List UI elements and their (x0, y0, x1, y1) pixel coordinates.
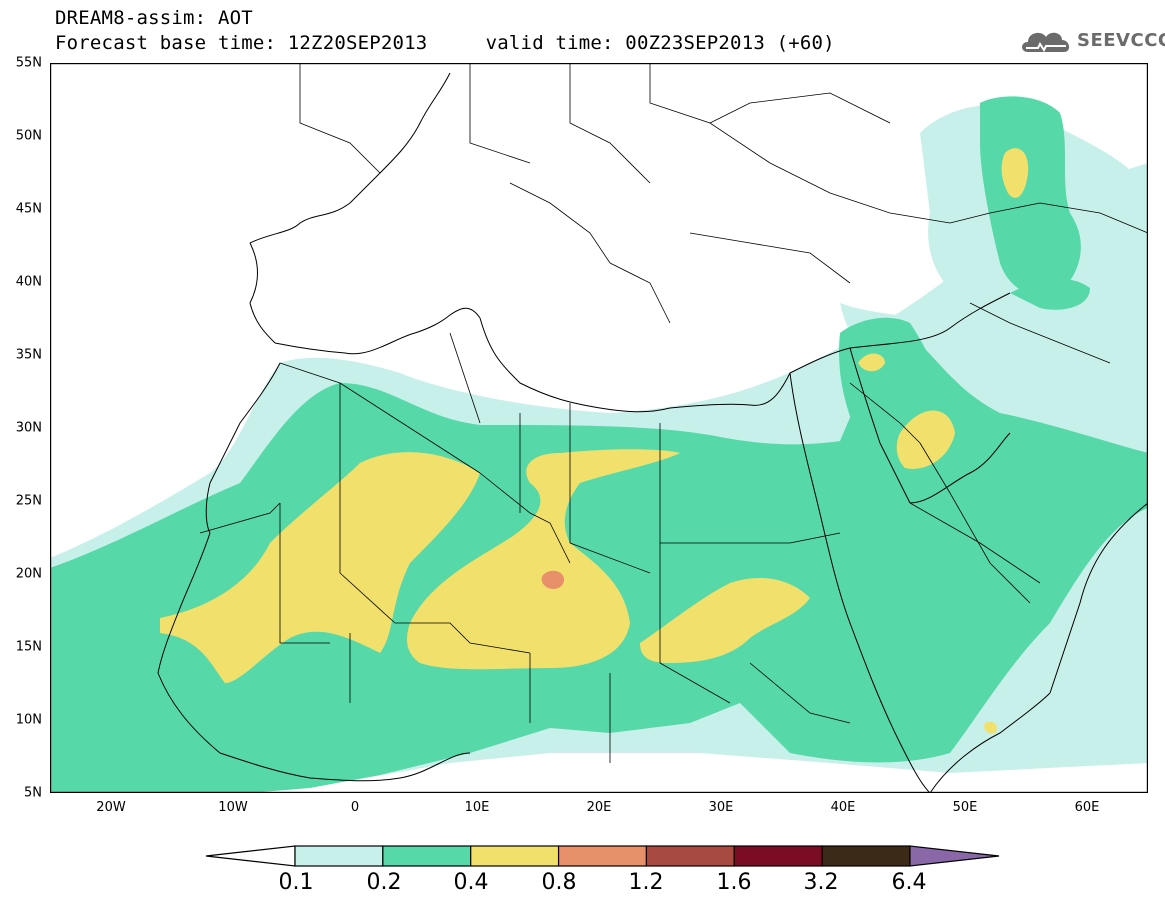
y-tick-label: 25N (15, 493, 42, 509)
forecast-time-line: Forecast base time: 12Z20SEP2013 valid t… (55, 32, 835, 54)
x-tick-label: 60E (1074, 800, 1100, 815)
x-tick-label: 10W (218, 800, 248, 815)
map-frame (50, 63, 1148, 793)
colorbar-box (645, 845, 735, 867)
colorbar-label: 0.1 (278, 870, 314, 895)
coastlines (157, 72, 1148, 793)
country-borders (199, 63, 1148, 763)
y-tick-label: 45N (15, 201, 42, 217)
y-tick-label: 30N (15, 420, 42, 436)
x-tick-label: 50E (952, 800, 978, 815)
y-tick-label: 15N (15, 639, 42, 655)
colorbar-box (557, 845, 648, 867)
cloud-icon (1022, 32, 1070, 52)
colorbar-box (733, 845, 823, 867)
y-tick-label: 20N (15, 566, 42, 582)
x-tick-label: 10E (464, 800, 490, 815)
colorbar-over-triangle (909, 845, 1000, 867)
colorbar-label: 0.2 (366, 870, 402, 895)
aot-map (50, 63, 1148, 793)
map-title: DREAM8-assim: AOT (55, 7, 253, 29)
colorbar-label: 6.4 (891, 870, 927, 895)
aot-field-0-2 (50, 96, 1148, 793)
x-tick-label: 20W (96, 800, 126, 815)
colorbar-box (294, 845, 384, 867)
colorbar-label: 0.4 (453, 870, 489, 895)
x-tick-label: 0 (350, 800, 360, 815)
x-tick-label: 20E (586, 800, 612, 815)
y-tick-label: 5N (24, 785, 42, 801)
colorbar-label: 0.8 (541, 870, 577, 895)
colorbar-label: 1.6 (716, 870, 752, 895)
colorbar-under-triangle (205, 845, 296, 867)
y-tick-label: 50N (15, 128, 42, 144)
colorbar-box (382, 845, 472, 867)
colorbar-label: 3.2 (803, 870, 839, 895)
aot-field-0-8 (541, 570, 565, 589)
x-tick-label: 40E (830, 800, 856, 815)
y-tick-label: 35N (15, 347, 42, 363)
x-tick-label: 30E (708, 800, 734, 815)
colorbar-segments (205, 845, 1000, 867)
aot-field-0-4 (160, 148, 1029, 734)
colorbar-box (821, 845, 911, 867)
logo-text: SEEVCCC (1077, 29, 1165, 51)
colorbar (205, 845, 1000, 867)
y-tick-label: 40N (15, 274, 42, 290)
seevccc-logo: SEEVCCC (1018, 24, 1165, 56)
colorbar-label: 1.2 (628, 870, 664, 895)
y-tick-label: 55N (15, 55, 42, 71)
y-tick-label: 10N (15, 712, 42, 728)
colorbar-box (470, 845, 560, 867)
